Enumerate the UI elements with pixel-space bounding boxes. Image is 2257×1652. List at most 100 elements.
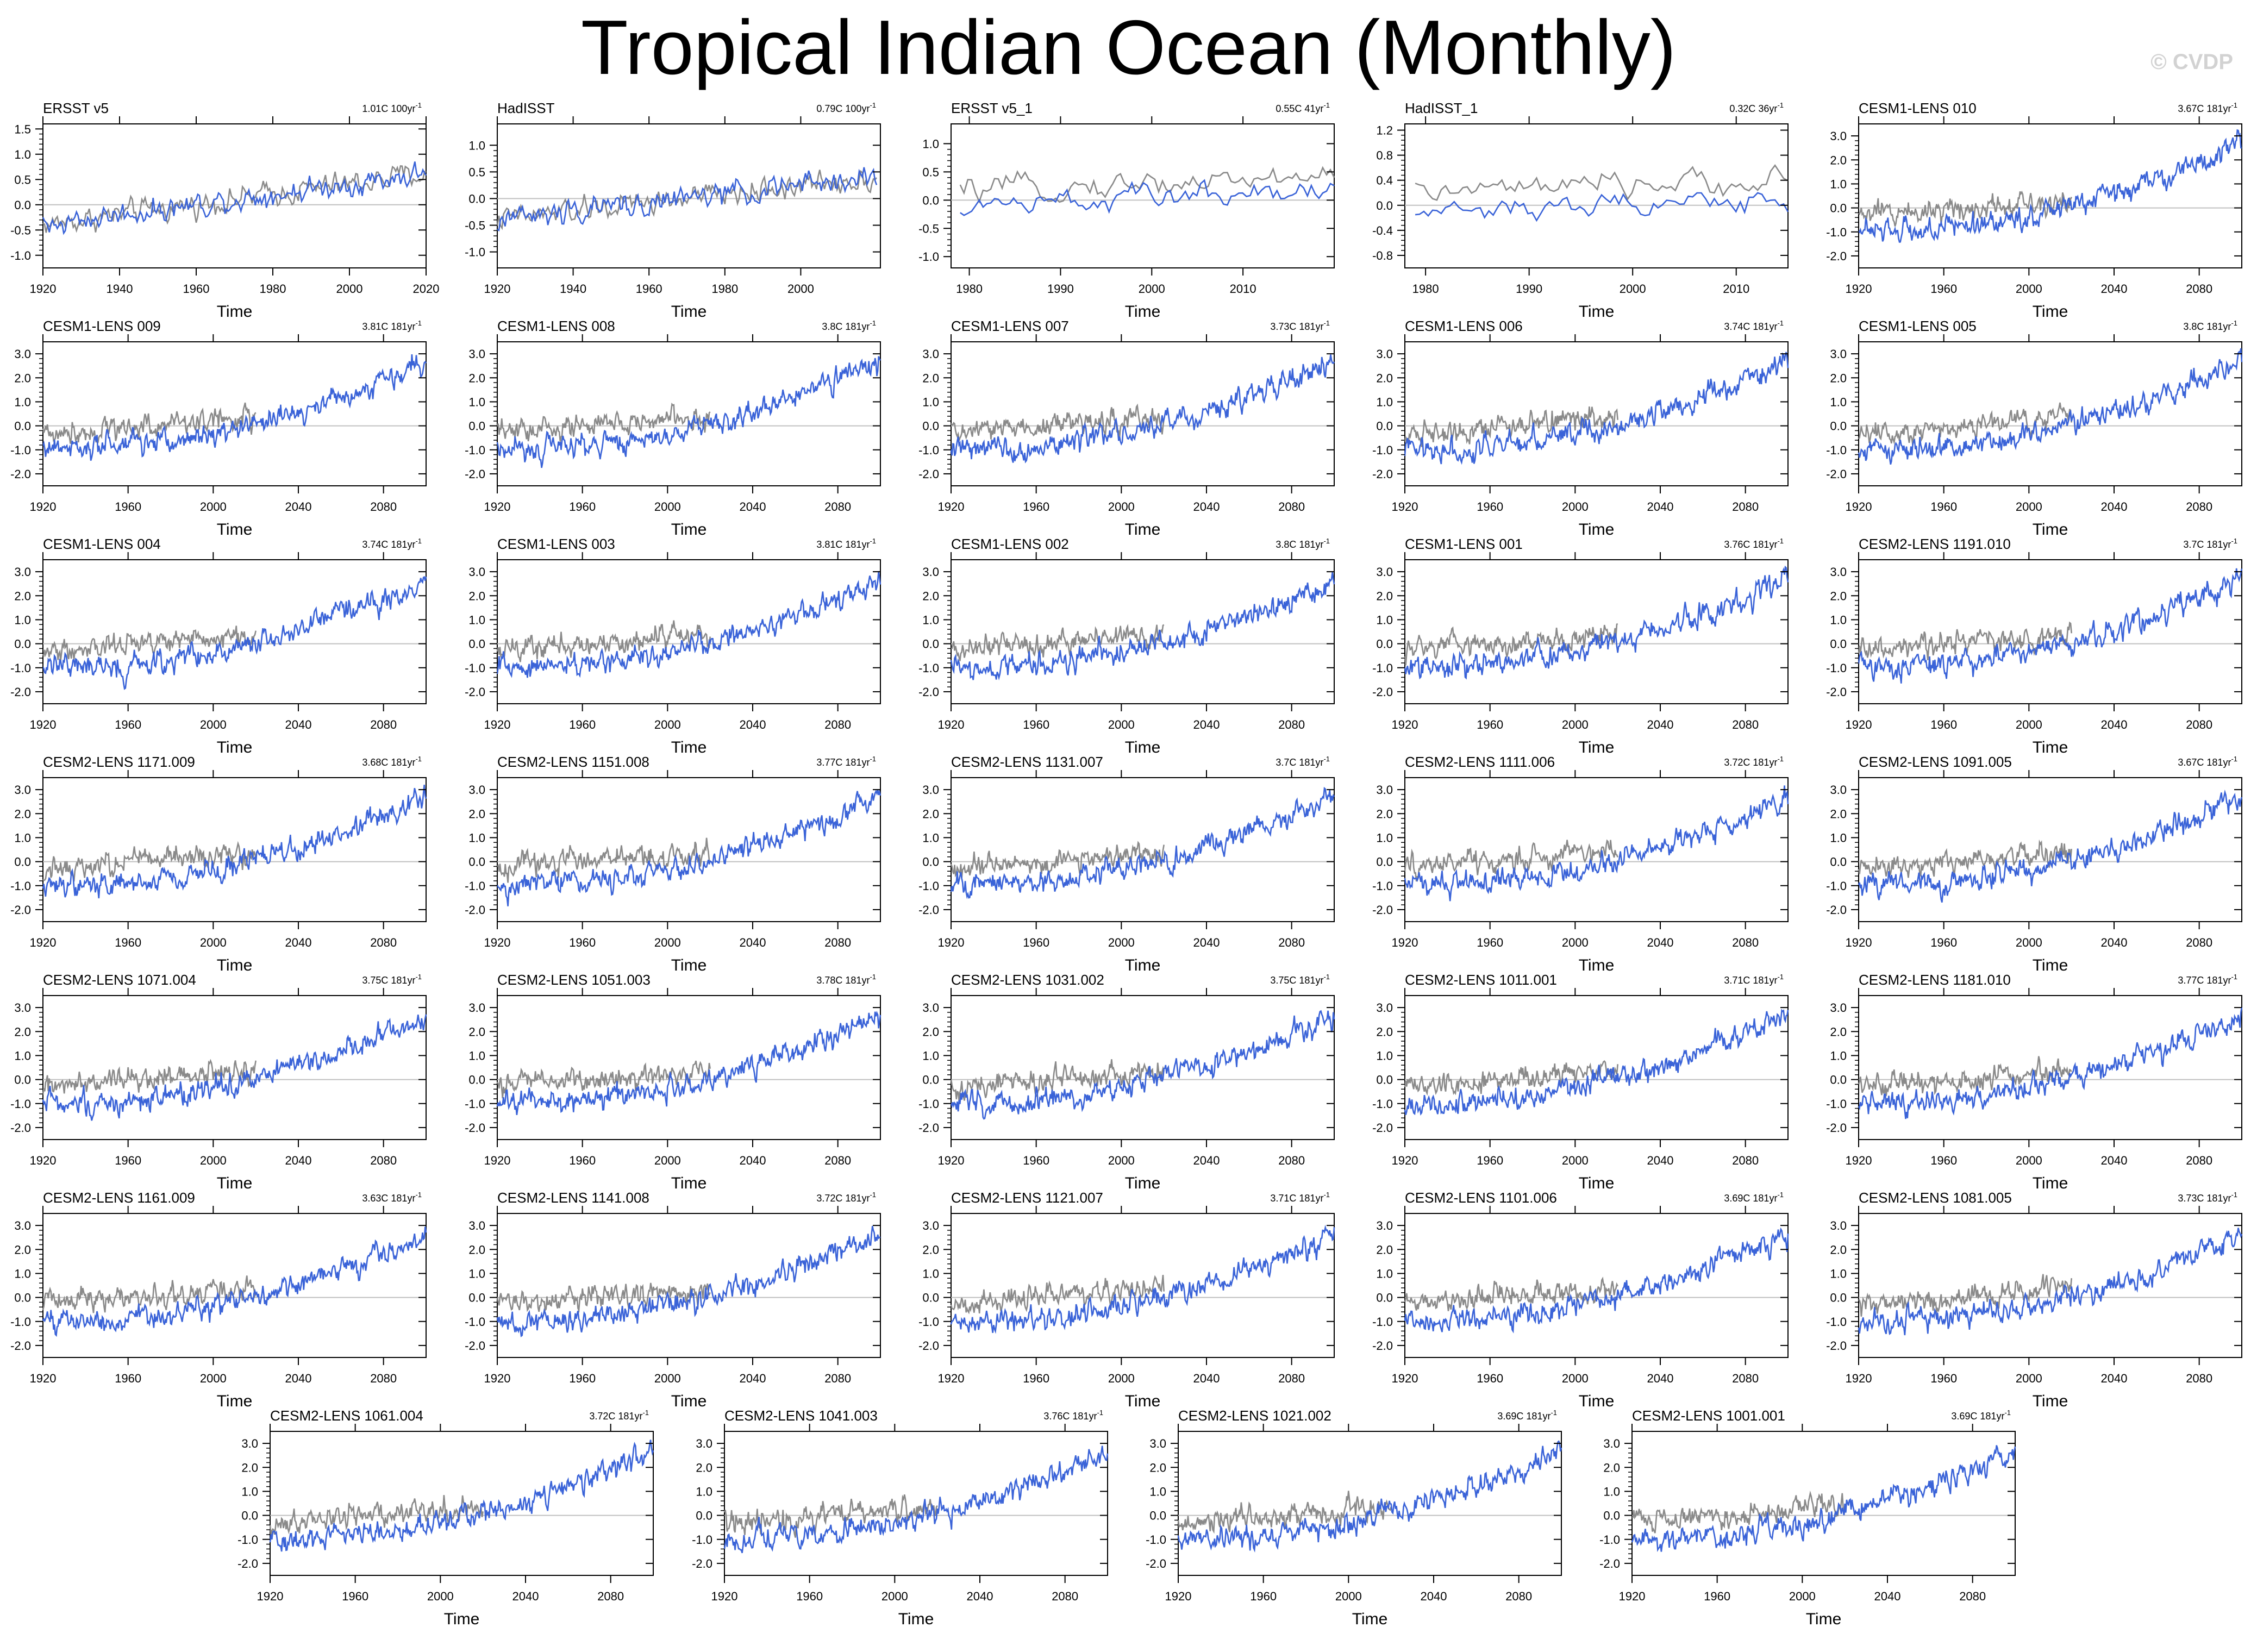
x-tick-label: 2040: [512, 1590, 539, 1603]
y-tick-label: -2.0: [1826, 249, 1847, 263]
panel-title: CESM2-LENS 1011.001: [1405, 972, 1557, 988]
x-axis-label: Time: [217, 303, 253, 321]
trend-value: 3.72C 181yr: [816, 1193, 870, 1204]
observed-series-line: [950, 1059, 1165, 1101]
x-tick-label: 1960: [569, 1154, 596, 1167]
x-tick-label: 2040: [740, 500, 766, 514]
y-tick-label: 3.0: [1830, 565, 1847, 579]
x-tick-label: 2080: [1278, 1154, 1305, 1167]
y-tick-label: 2.0: [1376, 1025, 1393, 1038]
y-tick-label: 1.0: [241, 1485, 258, 1498]
x-tick-label: 2000: [1108, 718, 1135, 731]
x-tick-label: 1960: [1930, 1372, 1957, 1385]
y-tick-label: 1.0: [922, 831, 939, 844]
model-series-line: [723, 1446, 1109, 1554]
watermark: © CVDP: [2150, 50, 2233, 74]
panel-title: CESM1-LENS 004: [43, 536, 161, 552]
y-tick-label: 0.0: [1376, 1291, 1393, 1305]
x-tick-label: 2000: [2016, 718, 2042, 731]
trend-label: 3.69C 181yr-1: [1724, 1191, 1784, 1204]
model-series-line: [1404, 785, 1789, 902]
y-tick-label: 2.0: [1376, 371, 1393, 385]
x-tick-label: 1920: [1846, 718, 1872, 731]
observed-series-line: [496, 837, 711, 883]
x-axis-label: Time: [1579, 1392, 1615, 1410]
y-tick-label: 1.0: [468, 1049, 485, 1062]
y-tick-label: 0.0: [1830, 1073, 1847, 1087]
x-tick-label: 2000: [200, 718, 227, 731]
plot-frame: [1404, 559, 1789, 704]
y-tick-label: 0.0: [922, 1073, 939, 1087]
trend-value: 3.72C 181yr: [589, 1411, 642, 1422]
y-tick-label: 2.0: [1376, 1243, 1393, 1256]
x-axis-label: Time: [671, 1174, 707, 1192]
x-tick-label: 1960: [1023, 500, 1049, 514]
chart-panel-24: -2.0 -1.0 0.0 1.0 2.0 3.0 1920 1960 2000 2040 2080…: [1826, 972, 2243, 1192]
trend-value: 3.77C 181yr: [816, 757, 870, 768]
y-tick-label: 1.0: [922, 1267, 939, 1280]
y-tick-label: -0.8: [1372, 249, 1393, 262]
chart-panel-8: -2.0 -1.0 0.0 1.0 2.0 3.0 1920 1960 2000 2040 2080…: [1372, 318, 1789, 539]
trend-label: 0.79C 100yr-1: [816, 101, 876, 114]
y-tick-label: 1.0: [468, 613, 485, 627]
y-tick-label: -2.0: [918, 903, 939, 917]
x-tick-label: 2000: [787, 282, 814, 296]
x-tick-label: 2080: [824, 500, 851, 514]
panel-title: CESM2-LENS 1191.010: [1859, 536, 2011, 552]
x-axis-label: Time: [1579, 303, 1615, 321]
y-tick-label: -0.4: [1372, 224, 1393, 237]
x-tick-label: 2000: [1108, 500, 1135, 514]
panel-title: CESM1-LENS 006: [1405, 318, 1523, 334]
y-tick-label: 2.0: [468, 1025, 485, 1038]
plot-frame: [497, 995, 881, 1140]
trend-value: 3.8C 181yr: [822, 321, 870, 332]
observed-series-line: [950, 1274, 1165, 1315]
x-axis-label: Time: [217, 1174, 253, 1192]
y-tick-label: 0.0: [468, 1073, 485, 1087]
x-tick-label: 1960: [115, 936, 141, 949]
y-tick-label: -2.0: [1826, 1121, 1847, 1135]
y-tick-label: 0.0: [1830, 855, 1847, 869]
trend-label: 3.63C 181yr-1: [362, 1191, 422, 1204]
y-tick-label: 1.0: [1830, 1049, 1847, 1062]
y-tick-label: 2.0: [468, 371, 485, 385]
x-axis-label: Time: [671, 303, 707, 321]
trend-value: 3.74C 181yr: [1724, 321, 1777, 332]
trend-exponent: -1: [1323, 319, 1330, 327]
x-tick-label: 2040: [1193, 936, 1220, 949]
panel-title: CESM1-LENS 001: [1405, 536, 1523, 552]
x-tick-label: 2080: [1732, 936, 1759, 949]
x-tick-label: 1960: [1023, 1372, 1049, 1385]
plot-frame: [1404, 777, 1789, 922]
x-axis-label: Time: [2033, 521, 2068, 539]
y-tick-label: 3.0: [468, 783, 485, 797]
x-axis-label: Time: [1579, 956, 1615, 974]
y-tick-label: 1.0: [922, 613, 939, 627]
observed-series-line: [951, 623, 1165, 661]
panel-title: CESM1-LENS 010: [1859, 100, 1977, 116]
y-tick-label: 2.0: [14, 807, 31, 821]
model-series-line: [960, 179, 1335, 216]
trend-exponent: -1: [2004, 1409, 2011, 1417]
x-tick-label: 2080: [1732, 1154, 1759, 1167]
y-tick-label: 3.0: [14, 783, 31, 797]
x-tick-label: 2000: [654, 718, 681, 731]
model-series-line: [42, 354, 427, 461]
trend-label: 3.77C 181yr-1: [816, 755, 876, 768]
x-tick-label: 2000: [654, 1372, 681, 1385]
plot-frame: [42, 1213, 427, 1358]
y-tick-label: -1.0: [918, 443, 939, 457]
x-tick-label: 1960: [1477, 1372, 1503, 1385]
x-axis-label: Time: [1125, 521, 1161, 539]
trend-label: 3.78C 181yr-1: [816, 973, 876, 986]
y-tick-label: 2.0: [1603, 1461, 1620, 1474]
trend-exponent: -1: [1777, 319, 1784, 327]
y-tick-label: 0.0: [468, 637, 485, 651]
trend-exponent: -1: [2231, 537, 2237, 545]
x-tick-label: 2040: [1874, 1590, 1901, 1603]
x-tick-label: 1920: [30, 718, 57, 731]
x-tick-label: 1960: [115, 1372, 141, 1385]
chart-panel-9: -2.0 -1.0 0.0 1.0 2.0 3.0 1920 1960 2000 2040 2080…: [1826, 318, 2243, 539]
x-tick-label: 1960: [796, 1590, 823, 1603]
